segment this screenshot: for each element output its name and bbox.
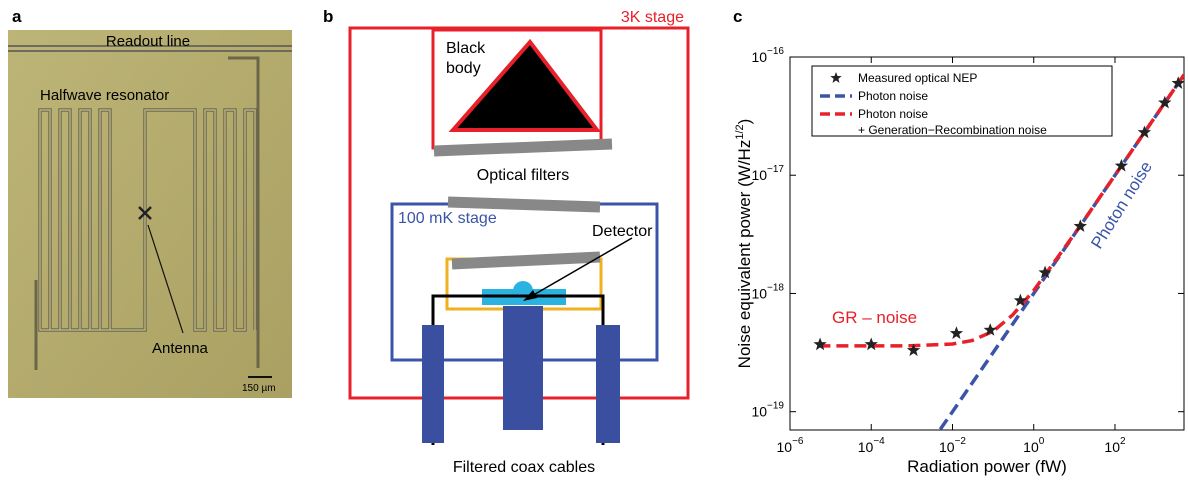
data-point	[813, 338, 826, 351]
label: 100 mK stage	[398, 210, 497, 227]
tick-exponent: −19	[767, 401, 784, 412]
x-axis-label: Radiation power (fW)	[907, 457, 1067, 476]
tick-exponent: −2	[955, 436, 967, 447]
tick-base: 10	[751, 404, 767, 420]
tick-base: 10	[751, 49, 767, 65]
tick-label: 102	[1104, 436, 1126, 455]
legend-label: Photon noise	[858, 89, 928, 103]
data-point	[950, 326, 963, 339]
panel-letter: c	[733, 7, 742, 26]
annotation: Photon noise	[1087, 158, 1156, 252]
tick-exponent: −16	[767, 46, 784, 57]
tick-label: 10−4	[858, 436, 885, 455]
label: Optical filters	[477, 167, 569, 184]
tick-exponent: −17	[767, 164, 784, 175]
tick-label: 10−6	[777, 436, 804, 455]
tick-label: 10−2	[939, 436, 966, 455]
tick-exponent: 0	[1039, 436, 1045, 447]
tick-base: 10	[939, 439, 955, 455]
legend-label: + Generation−Recombination noise	[858, 123, 1047, 137]
legend-label: Photon noise	[858, 107, 928, 121]
label: Detector	[592, 223, 653, 240]
label: Black	[446, 40, 486, 57]
label: 3K stage	[621, 9, 684, 26]
tick-base: 10	[1104, 439, 1120, 455]
y-label-part: )	[735, 119, 754, 125]
y-label-part: 1/2	[734, 124, 746, 139]
tick-label: 10−16	[751, 46, 784, 65]
tick-exponent: −6	[792, 436, 804, 447]
panel-letter: b	[323, 7, 333, 26]
tick-base: 10	[1023, 439, 1039, 455]
data-point	[865, 338, 878, 351]
tick-label: 10−19	[751, 401, 784, 420]
label: Readout line	[106, 33, 190, 50]
tick-base: 10	[777, 439, 793, 455]
tick-exponent: −4	[873, 436, 885, 447]
tick-label: 100	[1023, 436, 1045, 455]
annotation: GR – noise	[832, 308, 917, 327]
label: Filtered coax cables	[453, 459, 595, 476]
tick-exponent: 2	[1120, 436, 1126, 447]
tick-exponent: −18	[767, 282, 784, 293]
tick-label: 10−17	[751, 164, 784, 183]
tick-label: 10−18	[751, 282, 784, 301]
figure: a Readout line Halfwave resonator Antenn…	[0, 0, 1188, 477]
panel-letter: a	[12, 7, 22, 26]
label: body	[446, 60, 481, 77]
y-axis-label: Noise equivalent power (W/Hz1/2)	[734, 119, 754, 369]
legend-label: Measured optical NEP	[858, 71, 977, 85]
y-label-part: Noise equivalent power (W/Hz	[735, 140, 754, 369]
micrograph	[8, 30, 292, 398]
label: Antenna	[152, 340, 209, 357]
tick-base: 10	[858, 439, 874, 455]
scale-label: 150 µm	[242, 383, 276, 394]
label: Halfwave resonator	[40, 87, 169, 104]
